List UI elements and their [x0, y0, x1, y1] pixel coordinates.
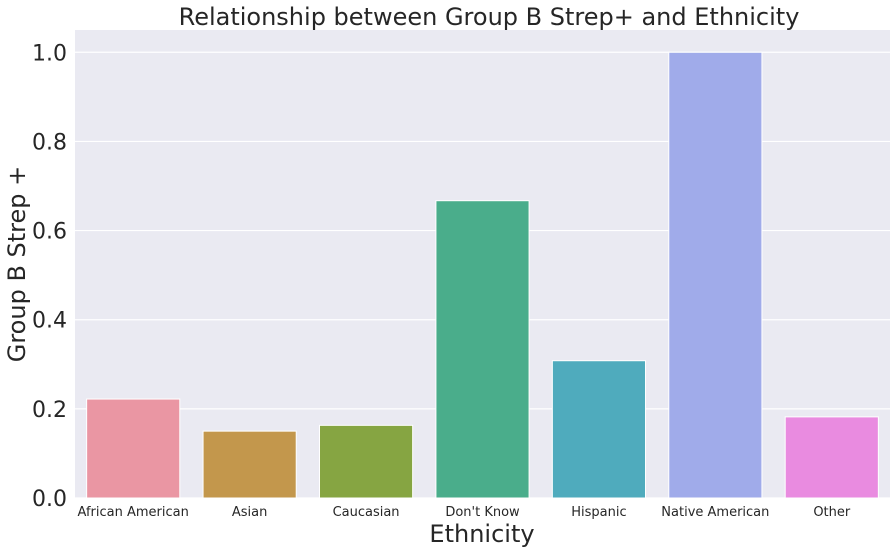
x-tick-label: Native American	[661, 505, 769, 520]
x-axis-label: Ethnicity	[429, 520, 534, 548]
bar-caucasian	[319, 424, 414, 499]
x-tick-label: Hispanic	[571, 505, 626, 520]
x-tick-label: Don't Know	[445, 505, 520, 520]
bar-hispanic	[551, 360, 646, 499]
bar-asian	[202, 430, 297, 499]
x-tick-label: Other	[813, 505, 851, 520]
bar-native-american	[668, 51, 763, 499]
x-tick-labels: African American Asian Caucasian Don't Know…	[78, 505, 851, 520]
y-tick-label: 1.0	[32, 41, 67, 66]
x-tick-label: Caucasian	[333, 505, 400, 520]
x-tick-label: Asian	[232, 505, 267, 520]
y-tick-labels: 0.0 0.2 0.4 0.6 0.8 1.0	[32, 41, 67, 512]
y-tick-label: 0.4	[32, 309, 67, 334]
y-tick-label: 0.8	[32, 130, 67, 155]
bar-don-t-know	[435, 200, 530, 499]
chart-title: Relationship between Group B Strep+ and …	[179, 3, 800, 31]
y-tick-label: 0.0	[32, 487, 67, 512]
bar-african-american	[86, 398, 181, 499]
y-tick-label: 0.2	[32, 398, 67, 423]
y-axis-label: Group B Strep +	[3, 166, 31, 363]
bars	[86, 51, 879, 499]
x-tick-label: African American	[78, 505, 189, 520]
bar-other	[784, 416, 879, 499]
y-tick-label: 0.6	[32, 220, 67, 245]
